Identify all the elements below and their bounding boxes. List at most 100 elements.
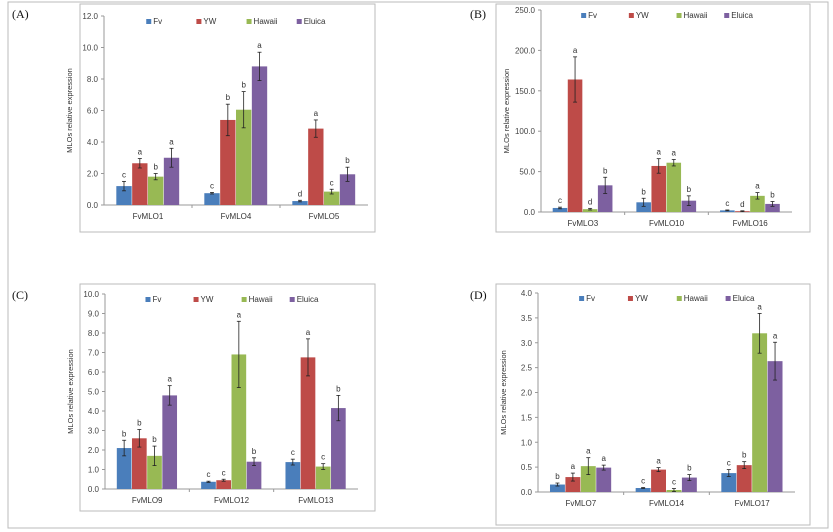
legend-swatch bbox=[241, 297, 247, 302]
bar-hawaii-fvmlo17 bbox=[752, 333, 768, 492]
y-tick-label: 6.0 bbox=[88, 368, 100, 377]
bar-yw-fvmlo7 bbox=[565, 477, 581, 492]
y-tick-label: 7.0 bbox=[88, 349, 100, 358]
legend-item-fv: Fv bbox=[579, 294, 595, 303]
legend-item-hawaii: Hawaii bbox=[246, 17, 278, 26]
legend-item-eluica: Eluica bbox=[724, 11, 754, 20]
significance-letter: a bbox=[314, 109, 319, 118]
category-label: FvMLO9 bbox=[132, 496, 163, 505]
bar-fv-fvmlo3 bbox=[552, 207, 568, 212]
bar-fv-fvmlo12 bbox=[201, 481, 216, 489]
bar-fv-fvmlo17 bbox=[721, 473, 737, 492]
significance-letter: c bbox=[558, 196, 562, 205]
y-tick-label: 2.0 bbox=[87, 170, 99, 179]
legend-swatch bbox=[193, 297, 199, 302]
panel-label: (C) bbox=[12, 288, 28, 302]
significance-letter: c bbox=[330, 178, 334, 187]
significance-letter: c bbox=[122, 170, 126, 179]
significance-letter: a bbox=[573, 46, 578, 55]
category-label: FvMLO10 bbox=[649, 219, 685, 228]
y-tick-label: 250.0 bbox=[515, 6, 536, 15]
legend-item-eluica: Eluica bbox=[289, 295, 319, 304]
bar-eluica-fvmlo14 bbox=[681, 477, 697, 492]
legend-item-fv: Fv bbox=[146, 17, 162, 26]
significance-letter: c bbox=[727, 459, 731, 468]
legend-swatch bbox=[676, 13, 682, 18]
legend-label: Eluica bbox=[304, 17, 326, 26]
legend-swatch bbox=[289, 297, 295, 302]
category-label: FvMLO7 bbox=[565, 499, 596, 508]
bar-eluica-fvmlo12 bbox=[246, 461, 262, 489]
bar-eluica-fvmlo16 bbox=[765, 203, 780, 212]
category-label: FvMLO3 bbox=[567, 219, 598, 228]
significance-letter: b bbox=[152, 435, 157, 444]
bar-eluica-fvmlo13 bbox=[331, 408, 346, 489]
bar-yw-fvmlo14 bbox=[651, 469, 666, 492]
bar-fv-fvmlo10 bbox=[636, 202, 651, 212]
y-tick-label: 1.0 bbox=[521, 438, 533, 447]
y-tick-label: 1.0 bbox=[88, 466, 100, 475]
bar-fv-fvmlo1 bbox=[116, 186, 132, 205]
significance-letter: c bbox=[641, 477, 645, 486]
y-tick-label: 12.0 bbox=[82, 12, 98, 21]
legend-label: Hawaii bbox=[254, 17, 278, 26]
legend-label: Fv bbox=[586, 294, 595, 303]
bar-hawaii-fvmlo9 bbox=[147, 455, 162, 489]
y-tick-label: 0.0 bbox=[87, 201, 99, 210]
legend-item-yw: YW bbox=[627, 294, 648, 303]
bar-hawaii-fvmlo10 bbox=[666, 162, 682, 212]
significance-letter: a bbox=[237, 310, 242, 319]
bar-hawaii-fvmlo12 bbox=[231, 354, 247, 489]
legend-label: Eluica bbox=[731, 11, 753, 20]
bar-hawaii-fvmlo16 bbox=[750, 195, 765, 212]
significance-letter: a bbox=[306, 328, 311, 337]
legend-swatch bbox=[579, 296, 585, 301]
y-tick-label: 0.0 bbox=[521, 488, 533, 497]
significance-letter: c bbox=[725, 199, 729, 208]
legend-swatch bbox=[725, 296, 731, 301]
y-tick-label: 3.0 bbox=[88, 427, 100, 436]
category-label: FvMLO4 bbox=[221, 212, 252, 221]
bar-eluica-fvmlo10 bbox=[681, 200, 697, 212]
bar-yw-fvmlo4 bbox=[220, 119, 236, 205]
bar-yw-fvmlo1 bbox=[132, 163, 148, 205]
significance-letter: d bbox=[740, 200, 744, 209]
significance-letter: d bbox=[588, 197, 592, 206]
category-label: FvMLO13 bbox=[298, 496, 334, 505]
significance-letter: a bbox=[169, 137, 174, 146]
legend-swatch bbox=[724, 13, 730, 18]
bar-fv-fvmlo5 bbox=[292, 201, 308, 205]
significance-letter: a bbox=[601, 454, 606, 463]
bar-yw-fvmlo3 bbox=[567, 79, 583, 212]
significance-letter: b bbox=[345, 156, 350, 165]
significance-letter: a bbox=[586, 447, 591, 456]
y-tick-label: 100.0 bbox=[515, 127, 536, 136]
legend-label: Hawaii bbox=[249, 295, 273, 304]
bar-yw-fvmlo10 bbox=[651, 165, 666, 212]
significance-letter: a bbox=[773, 331, 778, 340]
y-tick-label: 0.5 bbox=[521, 463, 533, 472]
figure-frame bbox=[7, 1, 829, 529]
significance-letter: b bbox=[555, 472, 560, 481]
bar-yw-fvmlo13 bbox=[300, 357, 316, 489]
legend-item-eluica: Eluica bbox=[296, 17, 326, 26]
bar-fv-fvmlo16 bbox=[720, 210, 735, 212]
bar-eluica-fvmlo17 bbox=[767, 361, 783, 492]
y-tick-label: 10.0 bbox=[83, 290, 99, 299]
category-label: FvMLO17 bbox=[735, 499, 771, 508]
bar-yw-fvmlo9 bbox=[131, 438, 147, 489]
significance-letter: a bbox=[757, 302, 762, 311]
bar-fv-fvmlo9 bbox=[116, 448, 132, 489]
y-tick-label: 3.0 bbox=[521, 339, 533, 348]
significance-letter: b bbox=[770, 190, 775, 199]
bar-fv-fvmlo13 bbox=[285, 462, 301, 489]
y-tick-label: 10.0 bbox=[82, 44, 98, 53]
significance-letter: a bbox=[257, 41, 262, 50]
legend-swatch bbox=[246, 19, 252, 24]
significance-letter: b bbox=[742, 451, 747, 460]
bar-yw-fvmlo12 bbox=[216, 480, 231, 489]
legend-swatch bbox=[627, 296, 633, 301]
y-tick-label: 4.0 bbox=[88, 407, 100, 416]
legend-swatch bbox=[676, 296, 682, 301]
panel-b: (B) 0.0 50.0 100.0 150.0 200.0 250.0 MLOs relat… bbox=[470, 3, 811, 233]
